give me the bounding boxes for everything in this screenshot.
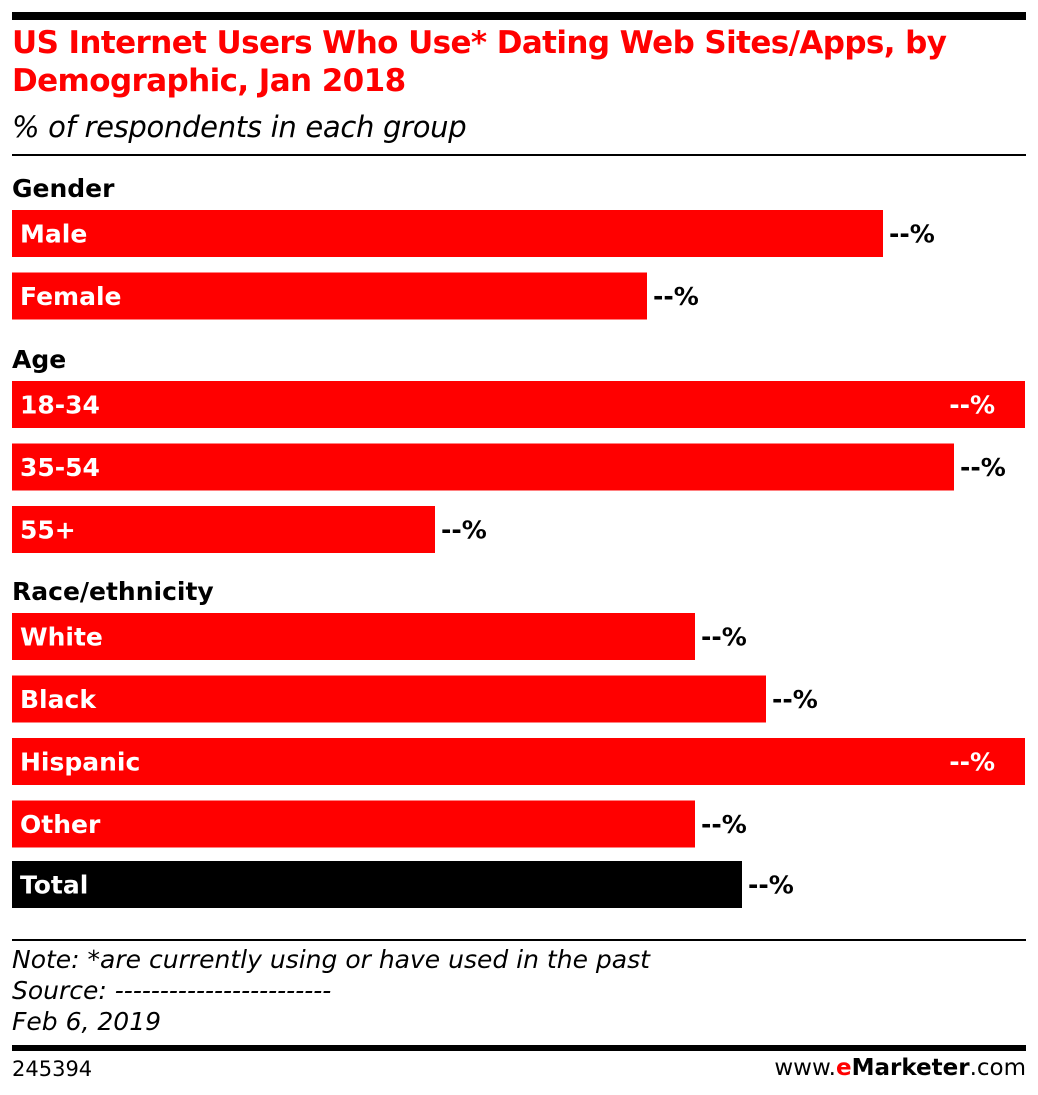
bar-other [12, 800, 695, 848]
value-label-18-34: --% [949, 391, 995, 420]
brand-suffix: .com [969, 1055, 1026, 1081]
bar-white [12, 613, 695, 660]
bar-total [12, 861, 742, 908]
brand-name: Marketer [851, 1055, 970, 1081]
value-label-55: --% [441, 516, 487, 545]
footnote-source: Source: ------------------------ [12, 976, 332, 1005]
bar-label-35-54: 35-54 [20, 453, 100, 482]
bar-black [12, 675, 766, 723]
bar-label-total: Total [20, 871, 88, 900]
bar-label-55: 55+ [20, 516, 76, 545]
bar-label-white: White [20, 623, 103, 652]
value-label-total: --% [748, 871, 794, 900]
bar-label-black: Black [20, 685, 97, 714]
value-label-male: --% [889, 220, 935, 249]
chart-id: 245394 [12, 1057, 93, 1081]
top-rule [12, 12, 1026, 20]
footnote-note: Note: *are currently using or have used … [12, 945, 650, 974]
bar-female [12, 272, 647, 320]
bottom-rule [12, 1045, 1026, 1051]
group-label: Age [12, 345, 66, 374]
value-label-white: --% [701, 623, 747, 652]
note-rule [12, 939, 1026, 941]
value-label-female: --% [653, 282, 699, 311]
bar-label-hispanic: Hispanic [20, 748, 140, 777]
group-label: Race/ethnicity [12, 577, 214, 606]
bar-male [12, 210, 883, 257]
subtitle-rule [12, 154, 1026, 156]
bar-55 [12, 506, 435, 553]
group-label: Gender [12, 174, 115, 203]
footnote-block: Note: *are currently using or have used … [12, 944, 650, 1037]
bar-label-female: Female [20, 282, 121, 311]
bar-label-male: Male [20, 220, 87, 249]
bar-label-other: Other [20, 810, 101, 839]
brand-prefix: www. [774, 1055, 836, 1081]
bar-35-54 [12, 443, 954, 491]
value-label-hispanic: --% [949, 748, 995, 777]
value-label-black: --% [772, 685, 818, 714]
chart-subtitle: % of respondents in each group [12, 110, 467, 144]
brand-e: e [835, 1055, 852, 1081]
bar-18-34 [12, 381, 1025, 428]
bar-hispanic [12, 738, 1025, 785]
value-label-other: --% [701, 810, 747, 839]
brand-link[interactable]: www.eMarketer.com [774, 1053, 1026, 1083]
footnote-date: Feb 6, 2019 [12, 1007, 161, 1036]
chart-title: US Internet Users Who Use* Dating Web Si… [12, 25, 947, 99]
value-label-35-54: --% [960, 453, 1006, 482]
bar-label-18-34: 18-34 [20, 391, 100, 420]
